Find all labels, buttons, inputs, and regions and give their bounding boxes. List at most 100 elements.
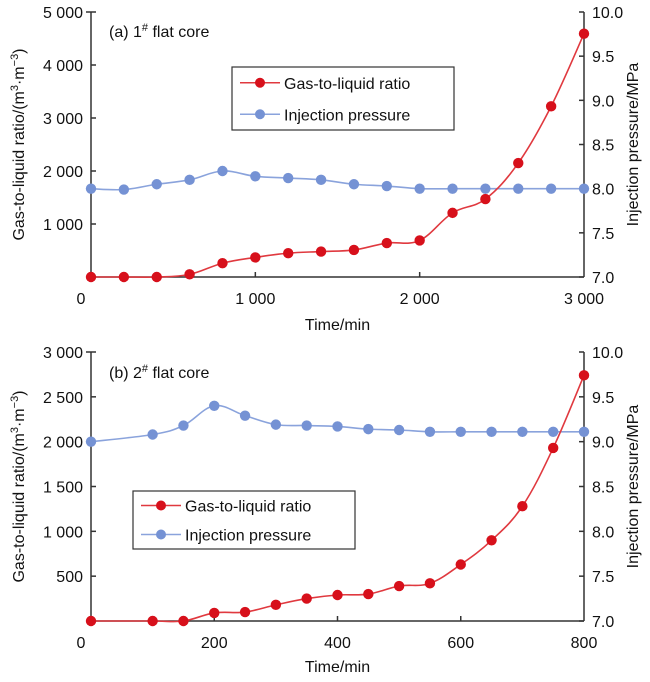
y-left-axis-title: Gas-to-liquid ratio/(m3·m−3)	[9, 390, 28, 582]
y-left-title-mid: ·m	[11, 66, 28, 85]
gas-liquid-point	[578, 28, 590, 39]
panel-label-sup: #	[142, 22, 149, 34]
gas-liquid-point	[301, 593, 312, 604]
y-right-tick-label: 8.5	[592, 480, 614, 497]
legend-swatch-marker	[255, 109, 265, 120]
gas-liquid-point	[250, 252, 261, 263]
injection-pressure-point	[239, 410, 251, 421]
y-right-axis-title: Injection pressure/MPa	[625, 405, 642, 569]
series-gas-liquid	[85, 370, 590, 627]
injection-pressure-point	[480, 183, 491, 194]
y-left-tick-label: 5 000	[43, 5, 83, 22]
injection-pressure-point	[184, 174, 195, 186]
legend-box	[231, 66, 455, 131]
gas-liquid-point	[270, 599, 282, 611]
injection-pressure-line	[90, 170, 584, 191]
gas-liquid-point	[178, 615, 189, 627]
y-left-title-main: Gas-to-liquid ratio/(m	[11, 91, 28, 240]
gas-liquid-point	[85, 615, 97, 627]
gas-liquid-point	[151, 271, 162, 283]
panel-label: (b) 2# flat core	[109, 363, 209, 382]
gas-liquid-point	[283, 247, 294, 259]
gas-liquid-point	[545, 101, 557, 112]
series-injection-pressure	[85, 400, 590, 447]
y-left-tick-label: 3 000	[43, 111, 83, 128]
gas-liquid-point	[363, 588, 374, 600]
y-left-axis-title: Gas-to-liquid ratio/(m3·m−3)	[9, 48, 28, 240]
gas-liquid-point	[414, 235, 425, 246]
gas-liquid-point	[209, 607, 220, 619]
gas-liquid-point	[147, 615, 158, 627]
panel-label-sup: #	[142, 363, 149, 375]
series-injection-pressure	[85, 165, 590, 195]
legend-item-gas-liquid: Gas-to-liquid ratio	[240, 76, 410, 93]
x-axis-title: Time/min	[305, 317, 370, 334]
x-tick-label: 400	[324, 635, 351, 652]
y-left-title-sup: −3	[9, 54, 21, 67]
gas-liquid-point	[381, 237, 392, 249]
injection-pressure-point	[578, 183, 590, 194]
y-left-title-sup: 3	[9, 427, 21, 433]
injection-pressure-point	[545, 183, 557, 194]
legend-swatch-marker	[255, 77, 265, 88]
injection-pressure-point	[348, 179, 360, 190]
y-right-tick-label: 9.5	[592, 390, 614, 407]
legend: Gas-to-liquid ratio Injection pressure	[231, 66, 455, 131]
gas-liquid-point	[332, 589, 343, 601]
injection-pressure-line	[90, 404, 584, 443]
legend-item-gas-liquid: Gas-to-liquid ratio	[141, 499, 311, 516]
y-right-tick-label: 8.0	[592, 182, 614, 199]
gas-liquid-point	[447, 207, 458, 219]
y-left-tick-label: 2 000	[43, 164, 83, 181]
panel-label-suffix: flat core	[148, 24, 209, 41]
injection-pressure-point	[118, 184, 130, 195]
panel-label: (a) 1# flat core	[109, 22, 209, 41]
x-tick-label: 200	[201, 635, 228, 652]
legend-label: Gas-to-liquid ratio	[284, 76, 410, 93]
gas-liquid-line	[91, 33, 585, 279]
injection-pressure-point	[85, 183, 97, 194]
injection-pressure-point	[547, 426, 559, 438]
gas-liquid-point	[184, 269, 195, 280]
y-right-tick-label: 9.0	[592, 435, 614, 452]
y-left-tick-label: 1 000	[43, 524, 83, 541]
injection-pressure-point	[270, 419, 282, 430]
legend-box	[132, 490, 356, 550]
y-left-title-sup: 3	[9, 85, 21, 91]
y-right-tick-label: 9.5	[592, 49, 614, 66]
y-right-tick-label: 7.0	[592, 270, 614, 287]
legend-label: Injection pressure	[284, 107, 410, 124]
panel-label-main: (a) 1	[109, 24, 142, 41]
x-tick-label: 0	[77, 635, 86, 652]
injection-pressure-point	[209, 400, 220, 411]
injection-pressure-point	[381, 180, 392, 192]
gas-liquid-point	[517, 501, 528, 512]
x-tick-label: 1 000	[235, 291, 275, 308]
y-left-tick-label: 1 500	[43, 480, 83, 497]
injection-pressure-point	[151, 179, 162, 190]
gas-liquid-point	[513, 157, 524, 169]
gas-liquid-point	[118, 271, 130, 283]
legend-item-injection-pressure: Injection pressure	[141, 528, 311, 545]
injection-pressure-point	[393, 424, 405, 436]
x-tick-label: 600	[447, 635, 474, 652]
gas-liquid-point	[486, 535, 497, 546]
y-right-tick-label: 9.0	[592, 93, 614, 110]
gas-liquid-point	[393, 580, 405, 592]
chart-panel-a: 0 1 000 2 000 3 000 1 000 2 000 3 000 4 000 5 00…	[9, 5, 642, 334]
gas-liquid-point	[239, 606, 251, 618]
y-left-tick-label: 3 000	[43, 345, 83, 362]
y-left-tick-label: 1 000	[43, 217, 83, 234]
injection-pressure-point	[424, 426, 436, 438]
y-left-tick-label: 2 000	[43, 435, 83, 452]
x-axis-title: Time/min	[305, 659, 370, 676]
injection-pressure-point	[447, 183, 458, 194]
y-left-title-end: )	[11, 390, 28, 395]
x-tick-label: 800	[571, 635, 598, 652]
gas-liquid-point	[217, 258, 228, 269]
y-left-title-sup: −3	[9, 396, 21, 409]
y-left-title-end: )	[11, 48, 28, 53]
legend: Gas-to-liquid ratio Injection pressure	[132, 490, 356, 550]
injection-pressure-point	[250, 171, 261, 182]
